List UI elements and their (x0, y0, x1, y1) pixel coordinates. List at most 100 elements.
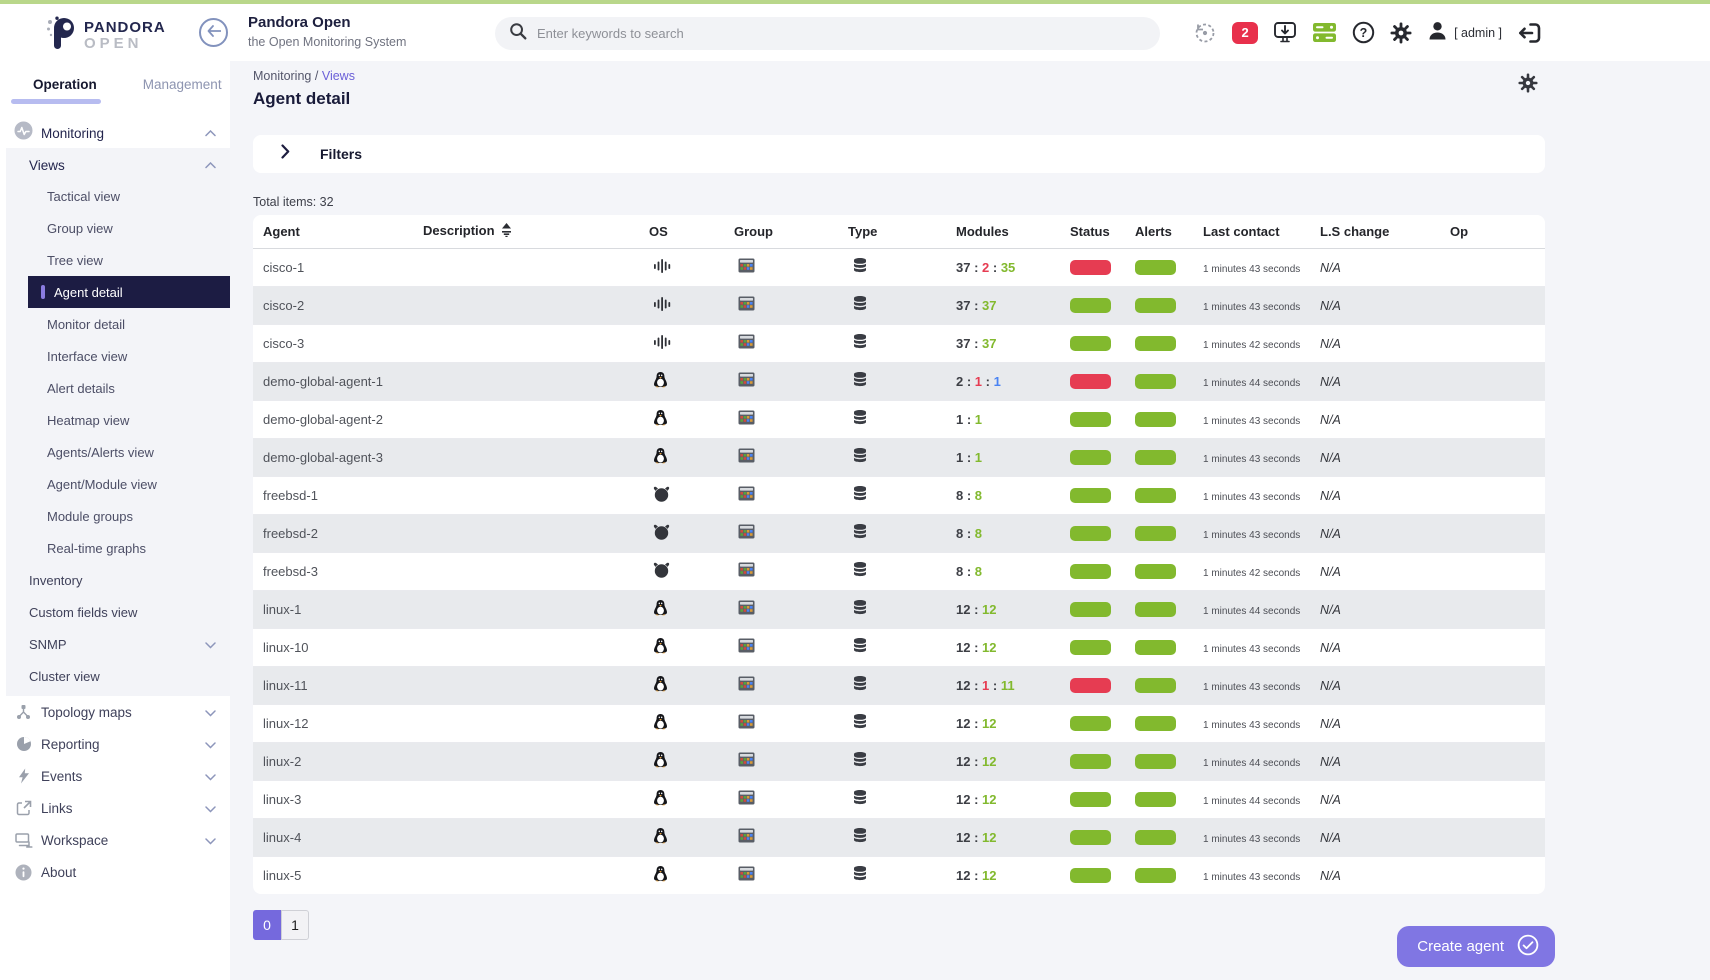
column-header-type[interactable]: Type (838, 215, 946, 249)
sidebar-item-workspace[interactable]: Workspace (0, 824, 230, 856)
sidebar-item-group-view[interactable]: Group view (6, 212, 230, 244)
column-header-group[interactable]: Group (724, 215, 838, 249)
group-cell[interactable] (724, 285, 838, 324)
page-settings-gear-icon[interactable] (1518, 73, 1538, 98)
collapse-sidebar-button[interactable] (199, 18, 228, 47)
column-header-modules[interactable]: Modules (946, 215, 1060, 249)
tab-operation[interactable]: Operation (11, 77, 101, 104)
group-cell[interactable] (724, 741, 838, 780)
filters-panel[interactable]: Filters (253, 135, 1545, 173)
sidebar-item-monitor-detail[interactable]: Monitor detail (6, 308, 230, 340)
agent-name-cell[interactable]: freebsd-2 (253, 513, 413, 552)
group-icon (738, 638, 755, 656)
ls-change-cell: N/A (1310, 627, 1440, 666)
sidebar-item-module-groups[interactable]: Module groups (6, 500, 230, 532)
sidebar-item-agent-detail[interactable]: Agent detail (28, 276, 230, 308)
sidebar-item-agent-module-view[interactable]: Agent/Module view (6, 468, 230, 500)
sidebar-item-about[interactable]: About (0, 856, 230, 888)
type-cell (838, 741, 946, 780)
chevron-down-icon (205, 637, 216, 652)
sidebar-item-views[interactable]: Views (6, 150, 230, 180)
agent-name-cell[interactable]: linux-11 (253, 665, 413, 704)
sidebar-item-tactical-view[interactable]: Tactical view (6, 180, 230, 212)
agent-name-cell[interactable]: demo-global-agent-3 (253, 437, 413, 476)
logout-icon[interactable] (1517, 22, 1542, 44)
sidebar-item-cluster-view[interactable]: Cluster view (6, 660, 230, 692)
alerts-badge (1135, 260, 1176, 276)
sidebar-item-agents-alerts-view[interactable]: Agents/Alerts view (6, 436, 230, 468)
agent-name-cell[interactable]: linux-2 (253, 741, 413, 780)
column-header-description[interactable]: Description (413, 215, 639, 249)
sidebar-item-real-time-graphs[interactable]: Real-time graphs (6, 532, 230, 564)
agent-name-cell[interactable]: freebsd-3 (253, 551, 413, 590)
sidebar-item-custom-fields-view[interactable]: Custom fields view (6, 596, 230, 628)
group-cell[interactable] (724, 399, 838, 438)
agent-name-cell[interactable]: linux-5 (253, 855, 413, 894)
agent-name-cell[interactable]: linux-4 (253, 817, 413, 856)
group-cell[interactable] (724, 361, 838, 400)
create-agent-button[interactable]: Create agent (1397, 926, 1555, 967)
column-header-l-s-change[interactable]: L.S change (1310, 215, 1440, 249)
notification-badge[interactable]: 2 (1232, 21, 1259, 44)
sidebar-item-label: Tree view (47, 252, 103, 268)
agent-name-cell[interactable]: demo-global-agent-1 (253, 361, 413, 400)
group-cell[interactable] (724, 779, 838, 818)
group-cell[interactable] (724, 703, 838, 742)
settings-gear-icon[interactable] (1390, 22, 1412, 44)
group-cell[interactable] (724, 817, 838, 856)
sidebar-item-interface-view[interactable]: Interface view (6, 340, 230, 372)
column-header-op[interactable]: Op (1440, 215, 1545, 249)
agent-name-cell[interactable]: linux-3 (253, 779, 413, 818)
sidebar-item-inventory[interactable]: Inventory (6, 564, 230, 596)
agent-name-cell[interactable]: linux-10 (253, 627, 413, 666)
op-cell (1440, 361, 1545, 400)
page-button-1[interactable]: 1 (281, 910, 309, 940)
agent-name-cell[interactable]: linux-1 (253, 589, 413, 628)
status-badge (1070, 488, 1111, 504)
column-header-os[interactable]: OS (639, 215, 724, 249)
group-cell[interactable] (724, 551, 838, 590)
user-menu[interactable]: [ admin ] (1427, 20, 1502, 46)
agent-name-cell[interactable]: cisco-2 (253, 285, 413, 324)
sidebar-item-reporting[interactable]: Reporting (0, 728, 230, 760)
sidebar-item-tree-view[interactable]: Tree view (6, 244, 230, 276)
group-cell[interactable] (724, 247, 838, 286)
agent-name-cell[interactable]: demo-global-agent-2 (253, 399, 413, 438)
tab-management[interactable]: Management (142, 77, 222, 92)
group-cell[interactable] (724, 323, 838, 362)
column-header-status[interactable]: Status (1060, 215, 1125, 249)
status-cell (1060, 323, 1125, 362)
search-input[interactable] (537, 26, 1146, 41)
group-cell[interactable] (724, 475, 838, 514)
column-header-last-contact[interactable]: Last contact (1193, 215, 1310, 249)
sidebar-item-events[interactable]: Events (0, 760, 230, 792)
sidebar-item-monitoring[interactable]: Monitoring (0, 118, 230, 148)
agent-name-cell[interactable]: cisco-3 (253, 323, 413, 362)
session-refresh-icon[interactable] (1193, 21, 1217, 45)
sidebar-item-alert-details[interactable]: Alert details (6, 372, 230, 404)
page-button-0[interactable]: 0 (253, 910, 281, 940)
sidebar-item-topology-maps[interactable]: Topology maps (0, 696, 230, 728)
agent-name-cell[interactable]: freebsd-1 (253, 475, 413, 514)
help-icon[interactable]: ? (1352, 21, 1375, 44)
agent-name-cell[interactable]: linux-12 (253, 703, 413, 742)
sidebar-item-heatmap-view[interactable]: Heatmap view (6, 404, 230, 436)
servers-status-icon[interactable] (1312, 22, 1337, 43)
group-cell[interactable] (724, 627, 838, 666)
group-cell[interactable] (724, 665, 838, 704)
breadcrumb-current-link[interactable]: Views (321, 69, 355, 83)
sidebar-item-snmp[interactable]: SNMP (6, 628, 230, 660)
linux-os-icon (653, 448, 668, 467)
column-header-agent[interactable]: Agent (253, 215, 413, 249)
sidebar-item-label: Topology maps (41, 704, 132, 720)
group-cell[interactable] (724, 589, 838, 628)
sidebar-item-links[interactable]: Links (0, 792, 230, 824)
sort-icon[interactable] (501, 222, 512, 240)
group-cell[interactable] (724, 855, 838, 894)
group-cell[interactable] (724, 437, 838, 476)
agent-name-cell[interactable]: cisco-1 (253, 247, 413, 286)
group-cell[interactable] (724, 513, 838, 552)
module-count-dark: 37 (956, 259, 971, 275)
column-header-alerts[interactable]: Alerts (1125, 215, 1193, 249)
update-manager-icon[interactable] (1273, 21, 1297, 44)
